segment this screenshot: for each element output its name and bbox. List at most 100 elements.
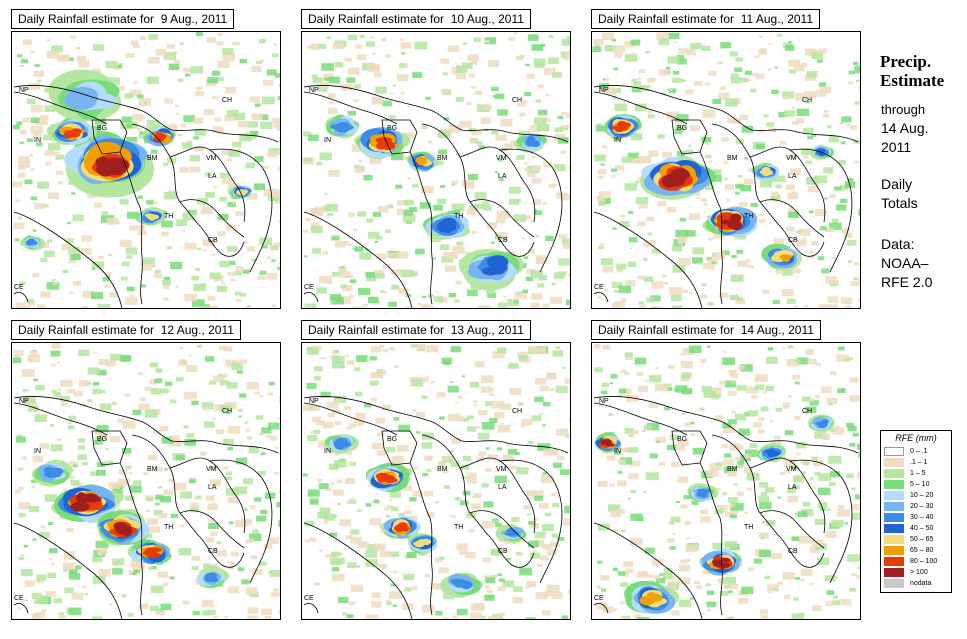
country-label: LA: [498, 173, 507, 180]
country-label: VM: [206, 155, 217, 162]
country-label: VM: [496, 155, 507, 162]
rfe-legend: RFE (mm) 0 – .1 .1 – 1 1 – 5 5 – 10 10 – 20 2…: [880, 430, 952, 593]
map-canvas: NP CH IN BG BM VM LA TH CB CE: [12, 32, 280, 308]
legend-swatch: [884, 491, 904, 500]
legend-swatch: [884, 524, 904, 533]
country-label: BM: [437, 155, 448, 162]
legend-swatch: [884, 513, 904, 522]
country-label: VM: [786, 466, 797, 473]
date-line-1: 14 Aug.: [881, 120, 929, 136]
country-label: NP: [309, 398, 319, 405]
data-line-1: Data:: [881, 236, 915, 252]
legend-label: 80 – 100: [910, 558, 938, 565]
country-label: BG: [97, 125, 107, 132]
country-label: CE: [304, 595, 314, 602]
precip-estimate-title: Precip. Estimate: [880, 52, 944, 90]
country-label: IN: [324, 137, 331, 144]
legend-item: 80 – 100: [884, 556, 948, 567]
legend-label: .1 – 1: [910, 459, 928, 466]
legend-label: 1 – 5: [910, 470, 926, 477]
country-label: BM: [147, 155, 158, 162]
legend-label: nodata: [910, 580, 932, 587]
country-label: NP: [19, 87, 29, 94]
country-label: TH: [454, 213, 463, 220]
country-label: CB: [788, 548, 798, 555]
legend-swatch: [884, 458, 904, 467]
legend-label: 50 – 65: [910, 536, 934, 543]
country-label: CH: [802, 408, 812, 415]
country-label: LA: [788, 484, 797, 491]
legend-label: 10 – 20: [910, 492, 934, 499]
rainfall-map: NP CH IN BG BM VM LA TH CB CE: [11, 31, 281, 309]
map-canvas: NP CH IN BG BM VM LA TH CB CE: [12, 343, 280, 619]
country-label: BG: [387, 436, 397, 443]
country-label: IN: [614, 448, 621, 455]
legend-swatch: [884, 568, 904, 577]
country-label: CH: [512, 408, 522, 415]
country-label: NP: [599, 87, 609, 94]
legend-item: 30 – 40: [884, 512, 948, 523]
panel-title: Daily Rainfall estimate for 12 Aug., 201…: [11, 320, 241, 340]
country-label: BM: [727, 155, 738, 162]
country-label: NP: [309, 87, 319, 94]
country-label: CB: [498, 548, 508, 555]
legend-swatch: [884, 447, 904, 456]
panel-title: Daily Rainfall estimate for 13 Aug., 201…: [301, 320, 531, 340]
panel-title: Daily Rainfall estimate for 14 Aug., 201…: [591, 320, 821, 340]
panel-title: Daily Rainfall estimate for 9 Aug., 2011: [11, 9, 235, 29]
through-date: through 14 Aug. 2011: [881, 100, 929, 157]
panel-title: Daily Rainfall estimate for 11 Aug., 201…: [591, 9, 821, 29]
map-canvas: NP CH IN BG BM VM LA TH CB CE: [302, 344, 570, 619]
data-line-2: NOAA–: [881, 255, 929, 271]
legend-item: 65 – 80: [884, 545, 948, 556]
legend-label: > 100: [910, 569, 928, 576]
legend-label: 65 – 80: [910, 547, 934, 554]
legend-item: .1 – 1: [884, 457, 948, 468]
country-label: CH: [512, 97, 522, 104]
legend-item: 5 – 10: [884, 479, 948, 490]
legend-swatch: [884, 535, 904, 544]
country-label: BG: [97, 436, 107, 443]
title-line-1: Precip.: [880, 52, 932, 71]
country-label: VM: [206, 466, 217, 473]
map-canvas: NP CH IN BG BM VM LA TH CB CE: [593, 344, 860, 619]
rainfall-map: NP CH IN BG BM VM LA TH CB CE: [591, 342, 861, 620]
legend-item: 1 – 5: [884, 468, 948, 479]
country-label: CE: [594, 595, 604, 602]
legend-swatch: [884, 502, 904, 511]
rainfall-map: NP CH IN BG BM VM LA TH CB CE: [591, 31, 861, 309]
legend-item: 40 – 50: [884, 523, 948, 534]
legend-label: 40 – 50: [910, 525, 934, 532]
map-canvas: NP CH IN BG BM VM LA TH CB CE: [302, 32, 570, 308]
country-label: CE: [14, 284, 24, 291]
legend-item: 20 – 30: [884, 501, 948, 512]
country-label: TH: [454, 524, 463, 531]
title-line-2: Estimate: [880, 71, 945, 90]
legend-swatch: [884, 480, 904, 489]
country-label: TH: [164, 524, 173, 531]
legend-label: 20 – 30: [910, 503, 934, 510]
rainfall-map: NP CH IN BG BM VM LA TH CB CE: [301, 31, 571, 309]
legend-item: 0 – .1: [884, 446, 948, 457]
totals-line-1: Daily: [881, 176, 913, 192]
legend-item: nodata: [884, 578, 948, 589]
map-canvas: NP CH IN BG BM VM LA TH CB CE: [592, 32, 860, 308]
legend-swatch: [884, 546, 904, 555]
country-label: CB: [788, 237, 798, 244]
country-label: BG: [677, 125, 687, 132]
legend-title: RFE (mm): [895, 433, 937, 443]
country-label: IN: [614, 137, 621, 144]
country-label: TH: [744, 524, 753, 531]
country-label: CB: [208, 548, 218, 555]
country-label: CH: [222, 408, 232, 415]
legend-swatch: [884, 579, 904, 588]
through-label: through: [881, 102, 926, 117]
country-label: BG: [677, 436, 687, 443]
country-label: CB: [208, 237, 218, 244]
country-label: IN: [34, 448, 41, 455]
country-label: CE: [304, 284, 314, 291]
country-label: VM: [496, 466, 507, 473]
country-label: CH: [222, 97, 232, 104]
data-line-3: RFE 2.0: [881, 274, 933, 290]
country-label: IN: [324, 448, 331, 455]
